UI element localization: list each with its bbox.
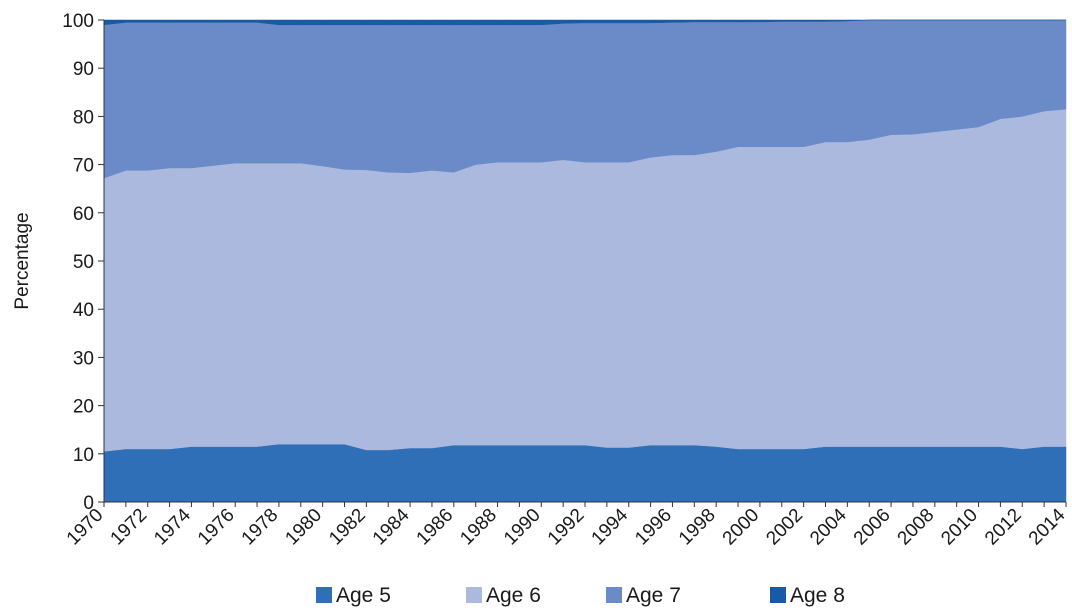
x-tick-label: 2006 [850,505,895,550]
x-tick-label: 2002 [762,505,807,550]
legend-label: Age 6 [486,584,541,607]
x-tick-label: 2010 [937,505,982,550]
x-tick-label: 1998 [675,505,720,550]
y-tick-label: 90 [73,59,94,80]
x-tick-label: 1986 [413,505,458,550]
y-tick-label: 40 [73,300,94,321]
x-tick-label: 1988 [456,505,501,550]
y-tick-label: 0 [83,493,94,514]
legend-item-age-5: Age 5 [316,584,391,607]
x-tick-label: 1976 [194,505,239,550]
y-axis-ticks: 0 10 20 30 40 50 60 70 80 90 100 [62,11,104,514]
legend: Age 5 Age 6 Age 7 Age 8 [316,584,845,607]
area-age-8 [103,19,1066,26]
x-axis-ticks: 1970197219741976197819801982198419861988… [63,502,1070,549]
x-tick-label: 1982 [325,505,370,550]
x-tick-label: 1984 [369,504,414,549]
y-tick-label: 100 [62,11,94,32]
x-tick-label: 1994 [588,504,633,549]
x-tick-label: 1978 [238,505,283,550]
legend-item-age-6: Age 6 [466,584,541,607]
y-tick-label: 10 [73,445,94,466]
legend-swatch [316,587,332,603]
y-tick-label: 20 [73,397,94,418]
y-tick-label: 50 [73,252,94,273]
legend-item-age-7: Age 7 [606,584,681,607]
y-tick-label: 60 [73,204,94,225]
x-tick-label: 2000 [719,505,764,550]
legend-swatch [466,587,482,603]
y-axis-title: Percentage [12,212,33,309]
x-tick-label: 2004 [806,504,851,549]
legend-label: Age 5 [336,584,391,607]
x-tick-label: 2014 [1025,504,1070,549]
x-tick-label: 1980 [281,505,326,550]
legend-swatch [770,587,786,603]
chart-areas [103,19,1067,503]
legend-item-age-8: Age 8 [770,584,845,607]
legend-label: Age 7 [626,584,681,607]
y-tick-label: 70 [73,156,94,177]
x-tick-label: 1990 [500,505,545,550]
area-age-5 [103,443,1067,503]
x-tick-label: 1974 [150,504,195,549]
legend-swatch [606,587,622,603]
y-tick-label: 30 [73,348,94,369]
y-tick-label: 80 [73,107,94,128]
x-tick-label: 1992 [544,505,589,550]
x-tick-label: 1972 [107,505,152,550]
x-tick-label: 1996 [631,505,676,550]
legend-label: Age 8 [790,584,845,607]
x-tick-label: 1970 [63,505,108,550]
x-tick-label: 2008 [894,505,939,550]
x-tick-label: 2012 [981,505,1026,550]
